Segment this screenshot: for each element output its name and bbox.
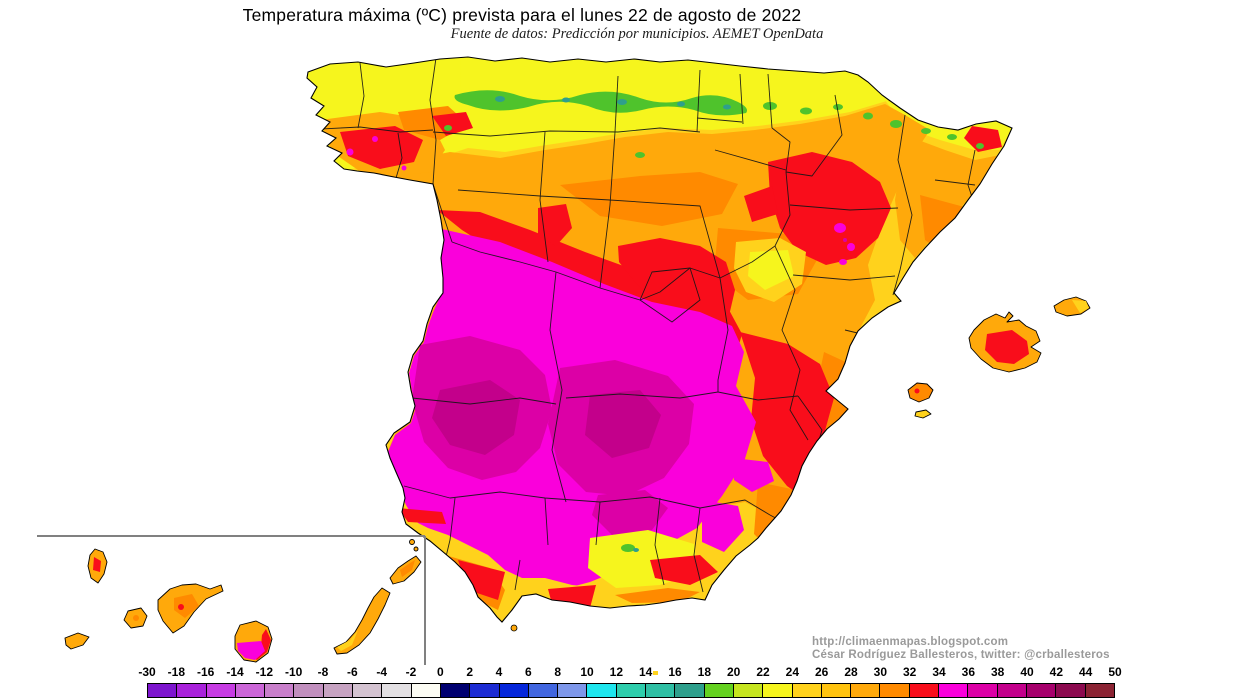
colorbar-segment [1025, 684, 1056, 697]
colorbar-segment [410, 684, 440, 697]
mountain-green-band [444, 90, 984, 552]
map-subtitle: Fuente de datos: Predicción por municipi… [450, 26, 824, 42]
colorbar-segment [908, 684, 939, 697]
ibiza-hot-spot [914, 388, 920, 394]
ceuta-dot [510, 624, 518, 632]
mainland-temperature-field [307, 57, 1012, 622]
attribution-author: César Rodríguez Ballesteros, twitter: @c… [812, 649, 1110, 661]
colorbar-segment [762, 684, 792, 697]
colorbar-segment [293, 684, 323, 697]
colorbar-segment [527, 684, 558, 697]
attribution: http://climaenmapas.blogspot.com César R… [812, 636, 1110, 662]
fuerteventura-island [333, 587, 391, 655]
colorbar-segment [1084, 684, 1114, 697]
map-title: Temperatura máxima (ºC) prevista para el… [242, 5, 802, 25]
colorbar-segment [264, 684, 294, 697]
ibiza-island [907, 382, 934, 403]
formentera-island [914, 409, 932, 419]
lanzarote-orange-patch [400, 560, 415, 577]
la-palma-hot-core [93, 557, 101, 572]
colorbar-segment [879, 684, 909, 697]
tenerife-hot-spot [178, 604, 184, 610]
colorbar-segment [176, 684, 206, 697]
colorbar-segment [615, 684, 646, 697]
yellow-dot-artifact [653, 671, 658, 675]
colorbar-segment [557, 684, 587, 697]
colorbar-segment [850, 684, 880, 697]
colorbar-segment [381, 684, 411, 697]
magenta-deep-cores [432, 380, 661, 458]
colorbar-segment [938, 684, 968, 697]
chinijo-islet-1 [409, 539, 415, 545]
la-gomera-core [133, 615, 139, 621]
colorbar-segment [732, 684, 763, 697]
colorbar-segment [674, 684, 704, 697]
colorbar-segment [645, 684, 675, 697]
colorbar-segment [1055, 684, 1085, 697]
colorbar-segment [498, 684, 528, 697]
colorbar-segment [791, 684, 821, 697]
colorbar-segment [703, 684, 733, 697]
colorbar-segment [439, 684, 470, 697]
gran-canaria-magenta-zone [237, 641, 265, 660]
mallorca-hot-core [985, 330, 1029, 364]
colorbar-segment [586, 684, 616, 697]
colorbar-segment [352, 684, 382, 697]
menorca-gold-patch [1072, 300, 1089, 313]
colorbar-segment [322, 684, 353, 697]
balearic-islands [907, 296, 1091, 419]
colorbar-segment [469, 684, 499, 697]
attribution-url: http://climaenmapas.blogspot.com [812, 636, 1009, 648]
colorbar-segments [147, 683, 1115, 698]
colorbar-segment [996, 684, 1026, 697]
colorbar-segment [205, 684, 235, 697]
colorbar-segment [967, 684, 997, 697]
colorbar-segment [148, 684, 177, 697]
mountain-teal-specks [495, 96, 731, 552]
tenerife-orange-core [174, 594, 199, 618]
el-hierro-island [64, 632, 90, 650]
colorbar-segment [234, 684, 265, 697]
province-borders [307, 57, 979, 593]
chinijo-islet-2 [413, 546, 419, 552]
colorbar-segment [820, 684, 851, 697]
fuerteventura-gold-patch [337, 630, 358, 651]
teruel-yellow-pocket [748, 250, 794, 290]
canary-islands-inset [37, 535, 426, 665]
